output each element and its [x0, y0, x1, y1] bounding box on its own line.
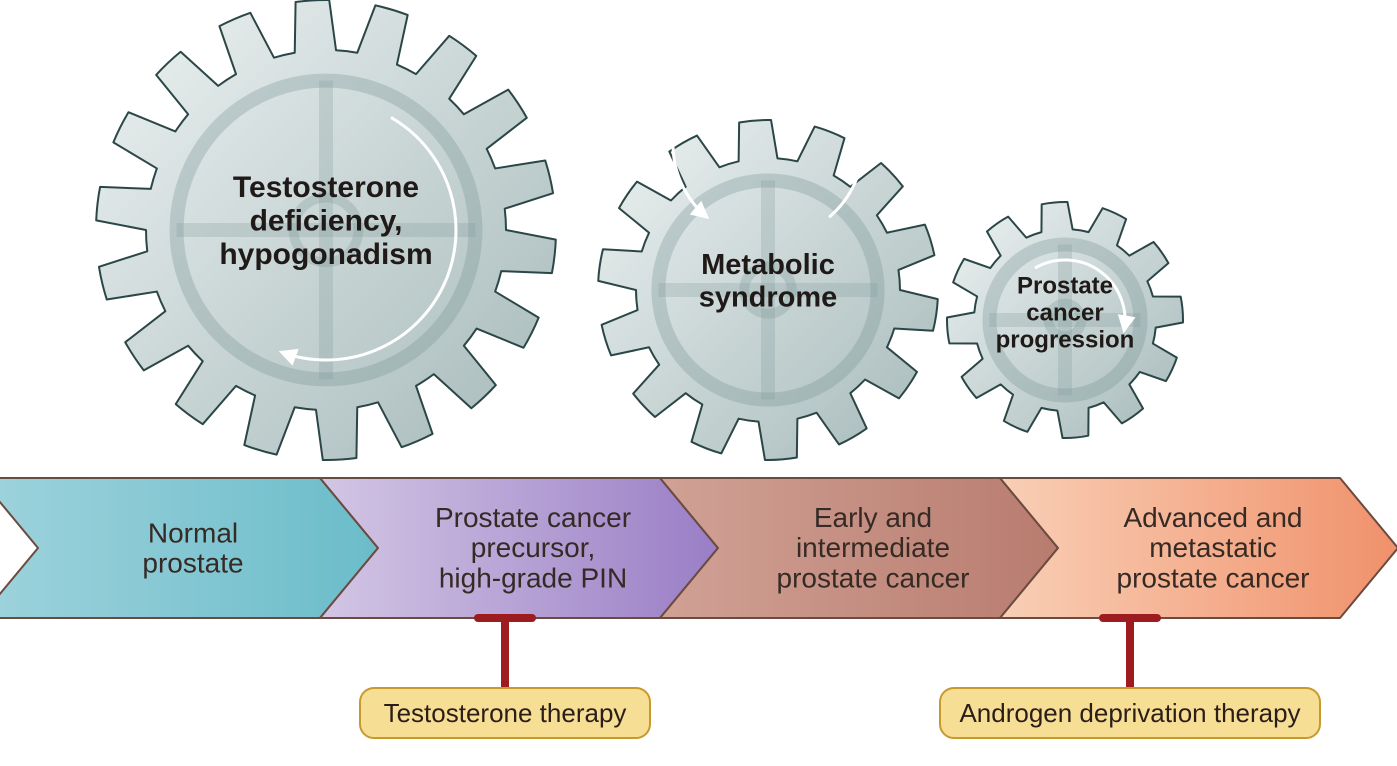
- stage-arrow-2: Early andintermediateprostate cancer: [660, 478, 1058, 618]
- diagram-canvas: Testosteronedeficiency,hypogonadism Metab…: [0, 0, 1397, 766]
- stage-arrow-0: Normalprostate: [0, 478, 378, 618]
- gear-label: Metabolicsyndrome: [699, 249, 838, 313]
- stage-arrow-1: Prostate cancerprecursor,high-grade PIN: [320, 478, 718, 618]
- gear-label: Testosteronedeficiency,hypogonadism: [219, 171, 432, 271]
- inhibitor-label: Androgen deprivation therapy: [959, 698, 1300, 728]
- stage-arrow-3: Advanced andmetastaticprostate cancer: [1000, 478, 1397, 618]
- inhibitor-label: Testosterone therapy: [384, 698, 627, 728]
- stage-label: Normalprostate: [142, 517, 243, 578]
